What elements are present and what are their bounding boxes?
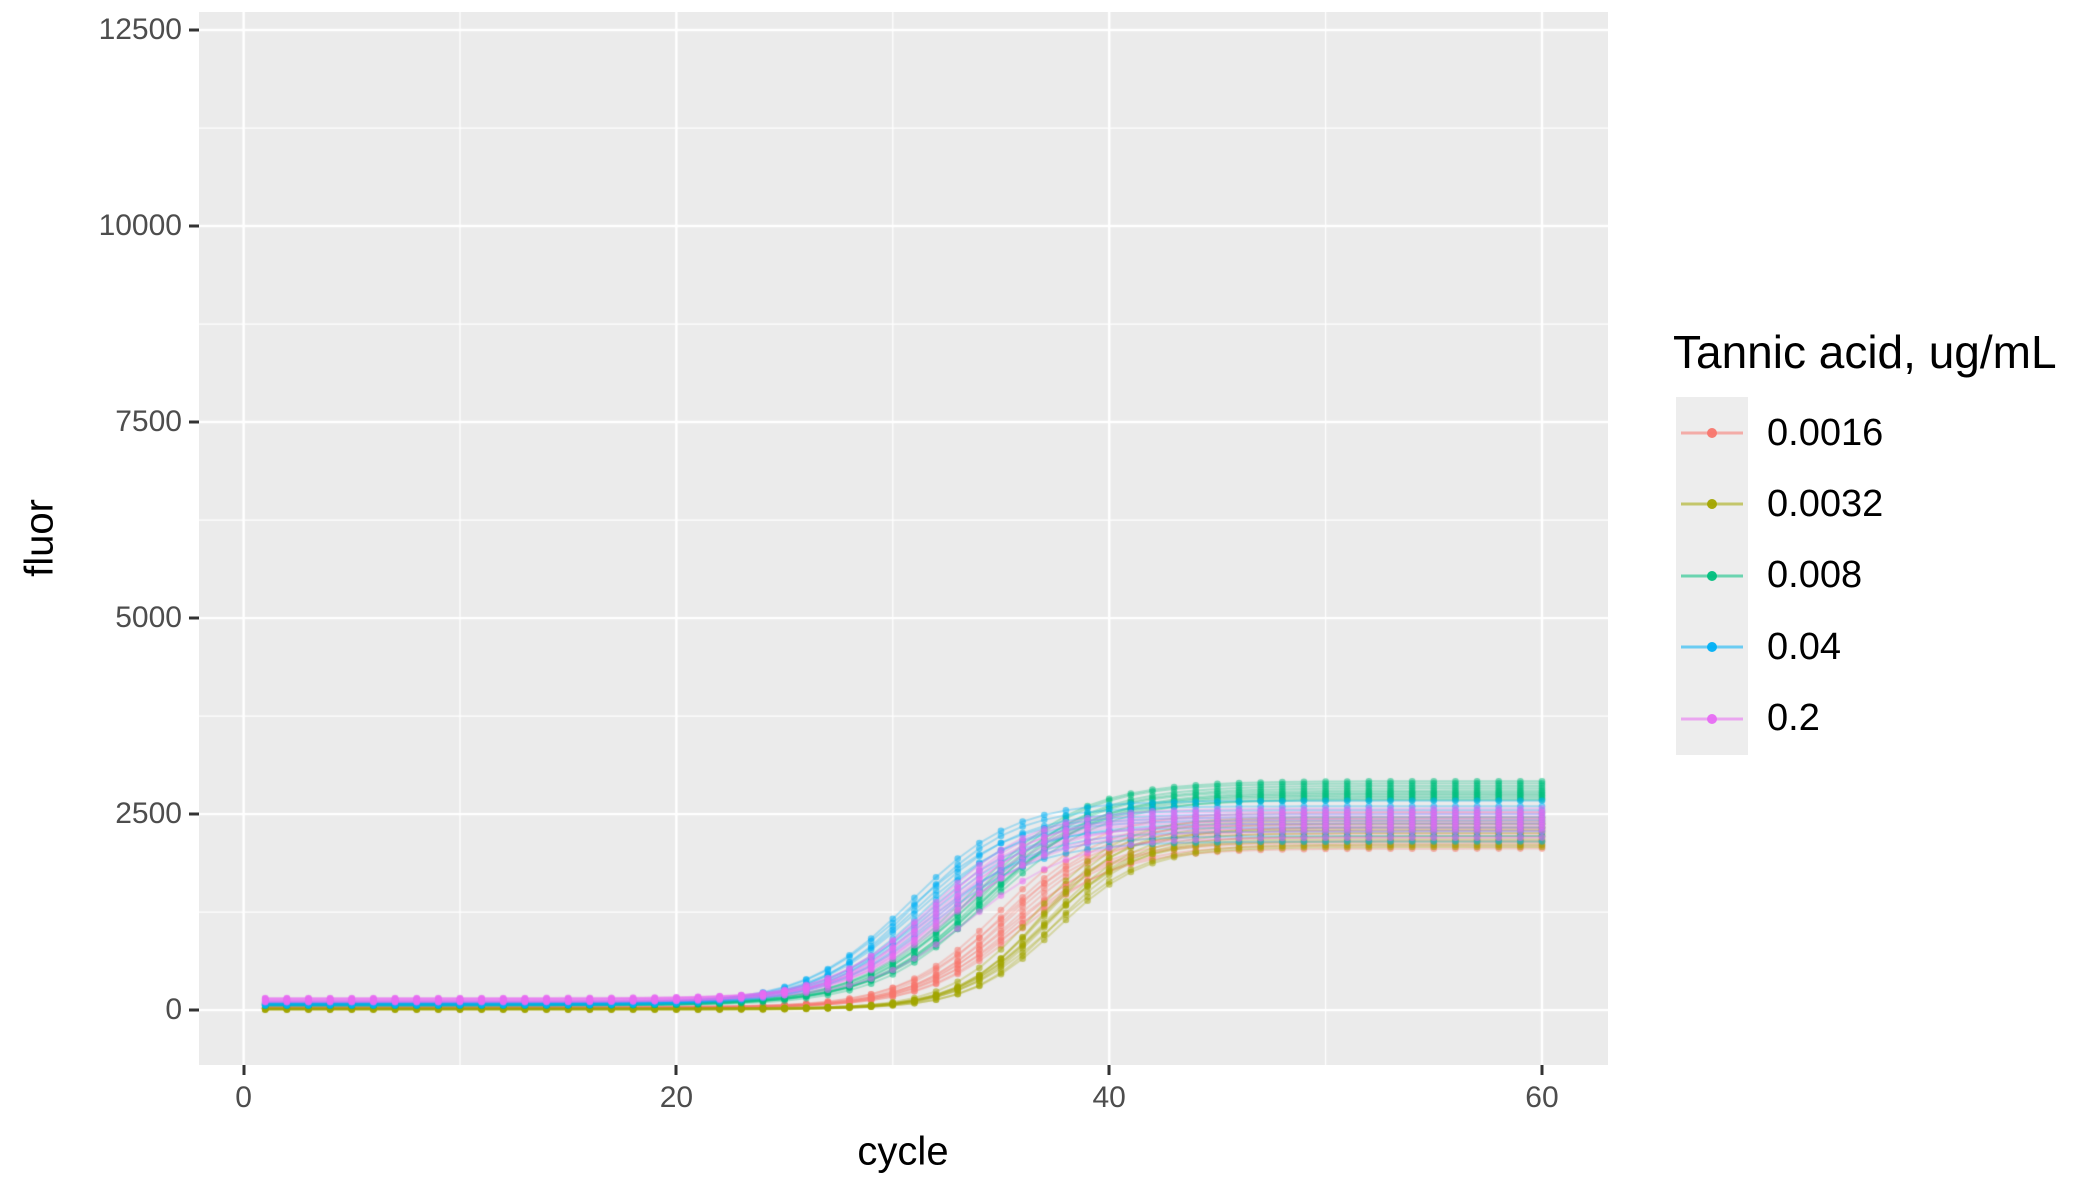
y-tick-label: 5000 [115,601,182,635]
legend-item-0.2: 0.2 [1676,682,1820,755]
x-tick-label: 40 [1092,1081,1126,1114]
x-tick-mark [1540,1065,1544,1075]
legend-label: 0.2 [1767,697,1820,740]
legend-item-0.04: 0.04 [1676,611,1841,684]
y-tick-label: 7500 [115,405,182,439]
x-tick-label: 60 [1525,1081,1559,1114]
legend-key-dot-icon [1707,713,1717,724]
x-tick-mark [242,1065,246,1075]
y-tick-mark [189,420,199,424]
y-tick-label: 12500 [98,13,182,47]
legend-label: 0.0032 [1767,482,1884,525]
legend-title: Tannic acid, ug/mL [1673,326,2057,378]
legend-item-0.0032: 0.0032 [1676,468,1884,541]
x-tick-mark [674,1065,678,1075]
y-axis-title: fluor [17,499,62,577]
legend-key [1676,397,1748,469]
legend-label: 0.04 [1767,625,1841,668]
legend-label: 0.008 [1767,554,1863,597]
y-tick-label: 2500 [115,797,182,831]
y-tick-mark [189,28,199,32]
plot-canvas [199,12,1608,1065]
y-tick-label: 0 [165,993,182,1027]
legend-item-0.0016: 0.0016 [1676,397,1883,469]
y-tick-mark [189,812,199,816]
x-tick-label: 20 [659,1081,694,1114]
legend-item-0.008: 0.008 [1676,539,1863,612]
legend-key [1676,539,1748,612]
x-tick-mark [1107,1065,1111,1075]
legend-key [1676,611,1748,684]
legend-label: 0.0016 [1767,411,1884,454]
legend-key-dot-icon [1707,570,1717,581]
x-axis-title: cycle [857,1129,949,1174]
legend-key-dot-icon [1707,499,1717,510]
legend-key-dot-icon [1707,428,1717,438]
plot-panel [199,12,1608,1065]
legend-key-dot-icon [1707,642,1717,653]
y-tick-mark [189,616,199,620]
y-tick-label: 10000 [98,209,182,243]
x-tick-label: 0 [235,1081,252,1114]
y-tick-mark [189,1008,199,1012]
legend-key [1676,468,1748,541]
legend-key [1676,682,1748,755]
y-tick-mark [189,224,199,228]
